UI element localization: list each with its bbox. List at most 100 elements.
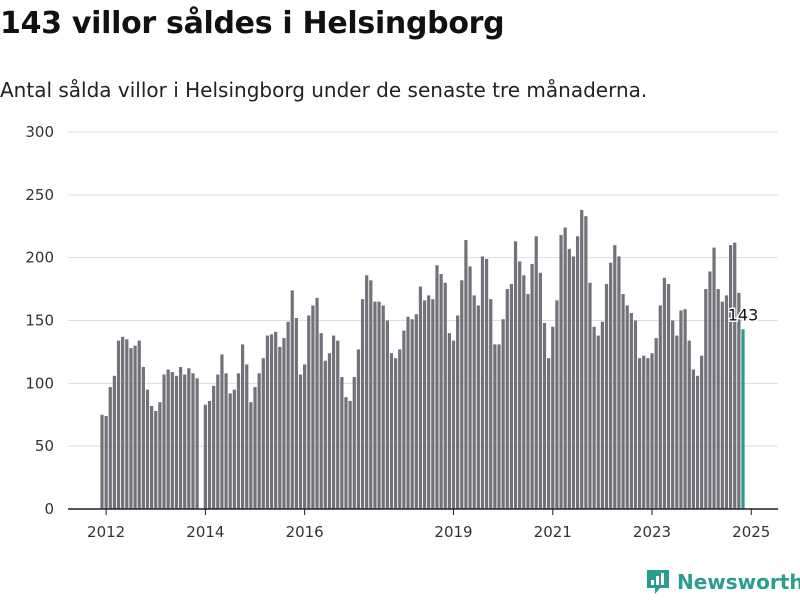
bar [150, 405, 154, 509]
y-tick-label: 200 [25, 249, 54, 267]
bar [294, 317, 298, 509]
bar [451, 340, 456, 509]
brand-name: Newsworthy [677, 570, 800, 594]
bar [394, 358, 398, 509]
bar [183, 374, 187, 509]
bar [261, 358, 265, 509]
bar [617, 256, 621, 509]
bar [497, 344, 501, 509]
bar [712, 247, 716, 510]
bar [344, 397, 348, 509]
bar [480, 256, 485, 509]
bar [646, 358, 650, 509]
y-axis: 0 50 100 150 200 250 300 [25, 123, 54, 518]
newsworthy-icon [647, 570, 669, 594]
bar [360, 299, 365, 509]
bar [526, 294, 530, 509]
y-tick-label: 150 [25, 312, 54, 330]
bar [472, 295, 476, 509]
bar [559, 235, 563, 510]
bar [675, 335, 679, 509]
bar [695, 375, 700, 509]
bar [112, 375, 117, 509]
bar [410, 319, 414, 509]
bar [141, 367, 145, 509]
bar [274, 331, 278, 509]
bar [542, 323, 547, 509]
bar [493, 344, 497, 509]
bar [356, 349, 361, 509]
bar [671, 320, 675, 509]
bar [580, 209, 584, 509]
bar [484, 258, 489, 509]
bar [224, 373, 228, 509]
bar [340, 377, 344, 509]
bar [178, 367, 183, 509]
bar [439, 274, 443, 509]
bar [365, 275, 369, 509]
bar [286, 321, 290, 509]
bar [348, 400, 352, 509]
bar [170, 372, 174, 509]
bar [174, 375, 179, 509]
bar [575, 236, 580, 510]
bar [534, 236, 538, 510]
bar [460, 280, 464, 509]
bar [505, 289, 509, 509]
bar [456, 315, 460, 509]
bar [435, 265, 439, 509]
y-tick-label: 0 [44, 500, 54, 518]
bar [418, 286, 423, 509]
bar [154, 410, 158, 509]
bar [278, 346, 282, 509]
x-tick-label: 2014 [186, 523, 224, 541]
bar [100, 414, 104, 509]
x-tick-label: 2021 [534, 523, 572, 541]
y-tick-label: 50 [35, 437, 54, 455]
bar [613, 245, 617, 509]
bar [588, 282, 592, 509]
bar [381, 305, 385, 509]
bar [220, 354, 224, 509]
bar [513, 241, 518, 509]
bar [307, 315, 311, 509]
bar [592, 326, 596, 509]
bar [389, 353, 394, 509]
bar [319, 333, 323, 509]
x-axis: 2012 2014 2016 2019 2021 2023 2025 [87, 509, 770, 541]
bar [336, 340, 340, 509]
bar [377, 301, 381, 509]
bar [728, 245, 733, 509]
latest-value-label: 143 [728, 305, 759, 324]
bar [683, 309, 687, 509]
bar [327, 353, 332, 509]
bar [687, 340, 691, 509]
y-tick-label: 250 [25, 186, 54, 204]
bar [633, 320, 638, 509]
newsworthy-logo[interactable]: Newsworthy [645, 568, 800, 596]
bar [551, 326, 555, 509]
bar [555, 300, 559, 509]
x-tick-label: 2019 [434, 523, 472, 541]
bar [315, 297, 319, 509]
bar [162, 374, 166, 509]
bar [203, 404, 207, 509]
bar [232, 389, 236, 509]
bar [431, 299, 435, 509]
bar [257, 373, 261, 509]
bar [191, 373, 195, 509]
bar [265, 335, 270, 509]
x-tick-label: 2023 [633, 523, 671, 541]
bar [373, 301, 377, 509]
bar [269, 334, 274, 509]
bar [125, 339, 129, 509]
bar [538, 272, 542, 509]
bar [737, 292, 741, 509]
bar [398, 349, 402, 509]
bar [228, 393, 232, 509]
bar [121, 336, 125, 509]
bar [385, 320, 389, 509]
bar [476, 305, 480, 509]
chart-subtitle: Antal sålda villor i Helsingborg under d… [0, 78, 648, 102]
bars [100, 209, 745, 510]
